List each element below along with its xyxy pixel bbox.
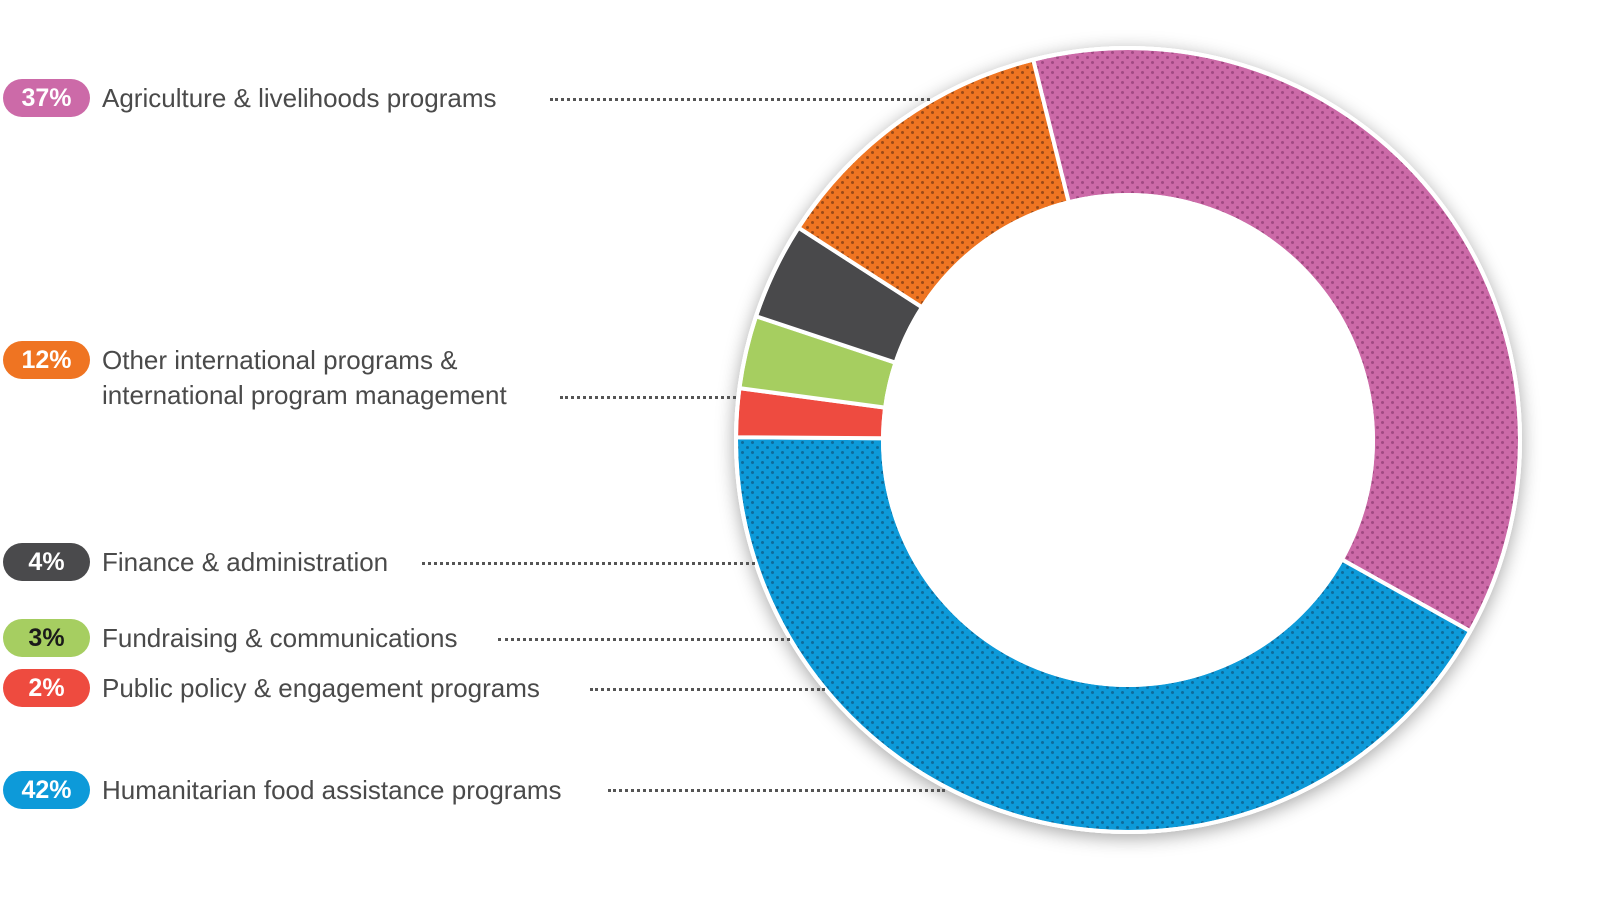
percent-badge: 37%	[3, 79, 90, 117]
percent-badge: 3%	[3, 619, 90, 657]
leader-line	[550, 98, 930, 101]
leader-line	[560, 396, 736, 399]
leader-line	[498, 638, 790, 641]
legend-item-humanitarian: 42%	[3, 771, 90, 809]
leader-line	[422, 562, 755, 565]
percent-badge: 42%	[3, 771, 90, 809]
legend-item-other-international: 12%	[3, 341, 90, 379]
percent-badge: 4%	[3, 543, 90, 581]
legend-label: Finance & administration	[102, 547, 389, 577]
leader-line	[590, 688, 825, 691]
donut-hole	[881, 193, 1375, 687]
legend-item-fundraising: 3%	[3, 619, 90, 657]
legend-item-public-policy: 2%	[3, 669, 90, 707]
legend-label: Fundraising & communications	[102, 623, 458, 653]
legend-item-agriculture: 37%	[3, 79, 90, 117]
legend-label: international program management	[102, 380, 507, 410]
percent-badge: 12%	[3, 341, 90, 379]
legend-label: Agriculture & livelihoods programs	[102, 83, 497, 113]
legend-label: Public policy & engagement programs	[102, 673, 540, 703]
legend-label: Humanitarian food assistance programs	[102, 775, 562, 805]
leader-line	[608, 789, 945, 792]
percent-badge: 2%	[3, 669, 90, 707]
legend-item-finance: 4%	[3, 543, 90, 581]
legend-label: Other international programs &	[102, 345, 458, 375]
donut-outer-border	[734, 46, 1522, 834]
